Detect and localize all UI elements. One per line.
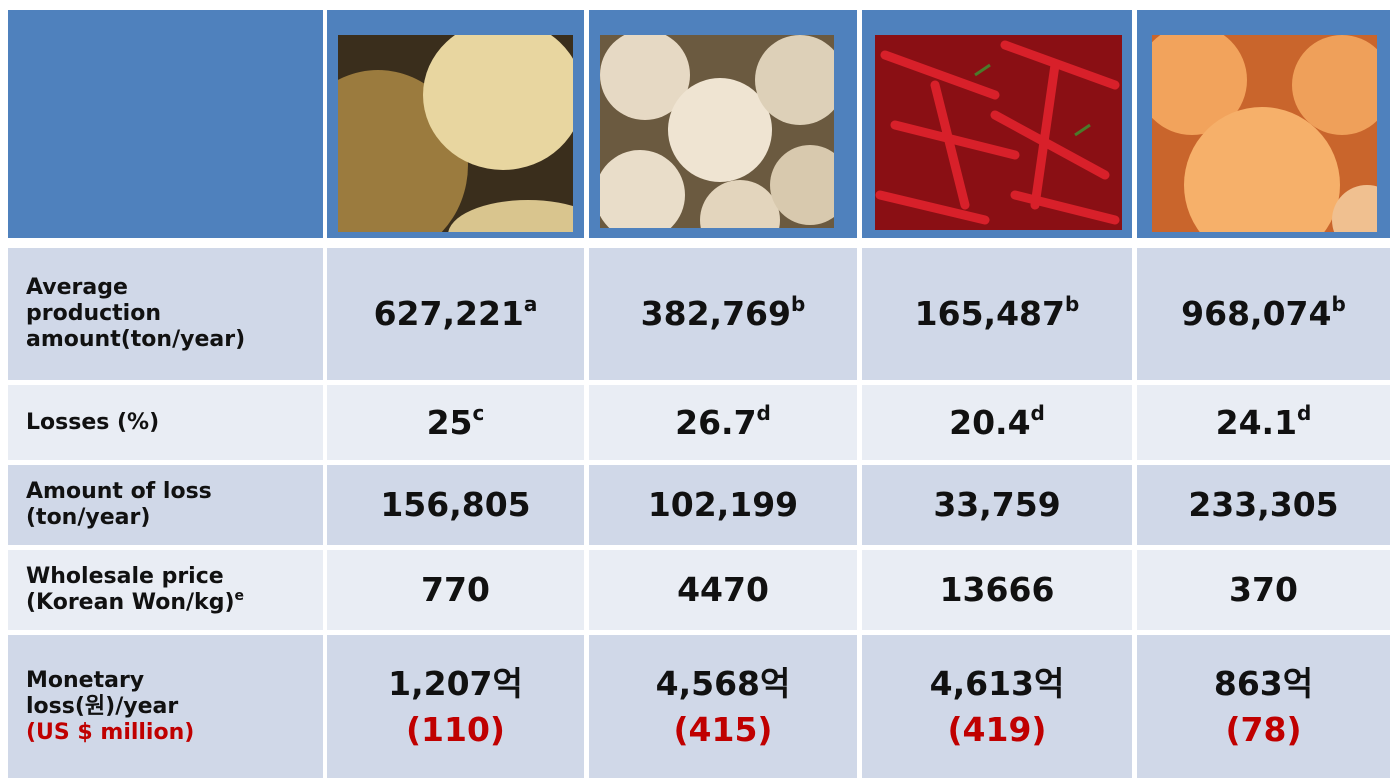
- row-label: Average production amount(ton/year): [8, 248, 323, 380]
- value: 863억: [1213, 663, 1314, 703]
- label-line: Losses (%): [26, 409, 160, 435]
- usd-value: (419): [947, 709, 1047, 749]
- usd-value: (110): [405, 709, 506, 749]
- value-line: 1,207억: [388, 661, 523, 707]
- value-cell: 24.1d: [1137, 385, 1390, 460]
- value-cell: 20.4d: [862, 385, 1132, 460]
- footnote-mark: e: [234, 588, 245, 604]
- label-line: loss(원)/year: [26, 693, 179, 719]
- label-unit: (US $ million): [26, 719, 195, 745]
- value-cell: 370: [1137, 550, 1390, 630]
- value-line: 370: [1229, 567, 1298, 613]
- value-cell: 33,759: [862, 465, 1132, 545]
- value-cell: 13666: [862, 550, 1132, 630]
- value-line: 165,487b: [915, 291, 1080, 337]
- value-line: 24.1d: [1216, 400, 1312, 446]
- value-cell: 26.7d: [589, 385, 857, 460]
- value: 33,759: [933, 485, 1061, 524]
- value-line: 863억: [1214, 661, 1313, 707]
- footnote-mark: b: [790, 292, 806, 316]
- value-cell: 165,487b: [862, 248, 1132, 380]
- label-line: production: [26, 301, 161, 326]
- usd-value: (415): [673, 709, 773, 749]
- value-cell: 863억 (78): [1137, 635, 1390, 778]
- value-cell: 4,568억 (415): [589, 635, 857, 778]
- value-cell: 4470: [589, 550, 857, 630]
- value-cell: 25c: [327, 385, 584, 460]
- value: 4470: [677, 570, 769, 609]
- value-line: 968,074b: [1181, 291, 1346, 337]
- value: 382,769: [640, 294, 791, 333]
- footnote-mark: b: [1331, 292, 1346, 316]
- value: 20.4: [949, 402, 1031, 442]
- potato-photo: [338, 35, 573, 232]
- usd-value: (78): [1225, 709, 1302, 749]
- value-cell: 627,221a: [327, 248, 584, 380]
- value: 968,074: [1181, 294, 1332, 333]
- value: 26.7: [675, 402, 757, 442]
- value: 627,221: [373, 294, 524, 333]
- value-line: 233,305: [1188, 482, 1338, 528]
- value-line: 102,199: [648, 482, 798, 528]
- footnote-mark: d: [1030, 400, 1045, 425]
- footnote-mark: d: [1297, 400, 1312, 425]
- header-corner: [8, 10, 323, 238]
- pepper-photo: [875, 35, 1122, 230]
- value-line: 382,769b: [641, 291, 806, 337]
- onion-photo: [1152, 35, 1377, 232]
- value: 4,568억: [655, 663, 791, 703]
- garlic-photo: [600, 35, 834, 228]
- value-cell: 4,613억 (419): [862, 635, 1132, 778]
- footnote-mark: b: [1064, 292, 1080, 316]
- value-line: 4,613억: [930, 661, 1065, 707]
- row-label: Amount of loss (ton/year): [8, 465, 323, 545]
- value-cell: 382,769b: [589, 248, 857, 380]
- label-line: Monetary: [26, 667, 145, 693]
- value-line: 770: [421, 567, 490, 613]
- value-line: 26.7d: [675, 400, 771, 446]
- value-cell: 156,805: [327, 465, 584, 545]
- value-cell: 233,305: [1137, 465, 1390, 545]
- value-line: 25c: [427, 400, 485, 446]
- label-line: Wholesale price: [26, 564, 224, 589]
- value-cell: 968,074b: [1137, 248, 1390, 380]
- value: 370: [1229, 570, 1298, 609]
- value: 13666: [939, 570, 1055, 609]
- row-label: Losses (%): [8, 385, 323, 460]
- value: 233,305: [1188, 485, 1339, 524]
- value-line: 4470: [677, 567, 769, 613]
- value: 156,805: [380, 485, 531, 524]
- value-line: 156,805: [380, 482, 530, 528]
- value: 25: [426, 402, 473, 442]
- value: 1,207억: [388, 663, 523, 703]
- label-line: (Korean Won/kg)e: [26, 588, 245, 615]
- value-cell: 1,207억 (110): [327, 635, 584, 778]
- footnote-mark: a: [523, 292, 538, 316]
- value-line: 13666: [940, 567, 1055, 613]
- label-line: amount(ton/year): [26, 327, 246, 352]
- value: 24.1: [1215, 402, 1298, 442]
- label-line: Amount of loss: [26, 479, 212, 504]
- value: 4,613억: [929, 663, 1065, 703]
- value: 102,199: [647, 485, 799, 524]
- value: 770: [421, 570, 490, 609]
- footnote-mark: c: [472, 400, 485, 425]
- row-label: Wholesale price (Korean Won/kg)e: [8, 550, 323, 630]
- value-line: 627,221a: [374, 291, 538, 337]
- label-line: Average: [26, 275, 128, 300]
- value-line: 20.4d: [949, 400, 1045, 446]
- row-label: Monetary loss(원)/year (US $ million): [8, 635, 323, 778]
- value-line: 33,759: [933, 482, 1060, 528]
- footnote-mark: d: [756, 400, 771, 425]
- value-cell: 102,199: [589, 465, 857, 545]
- value-line: 4,568억: [656, 661, 791, 707]
- label-line: (ton/year): [26, 505, 151, 530]
- value-cell: 770: [327, 550, 584, 630]
- value: 165,487: [914, 294, 1065, 333]
